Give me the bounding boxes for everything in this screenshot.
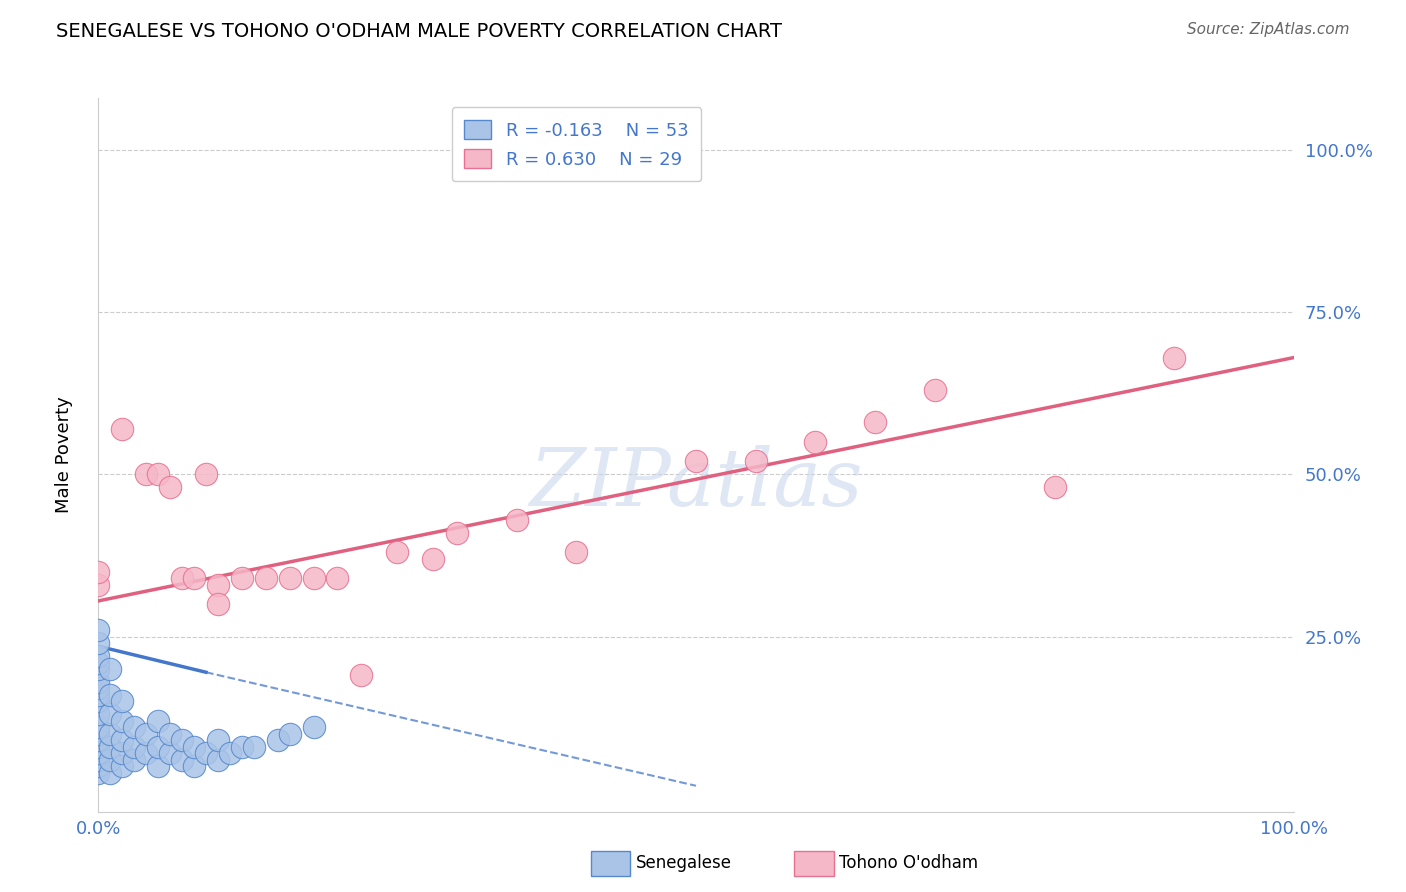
Point bbox=[924, 383, 946, 397]
Point bbox=[87, 681, 110, 696]
Point bbox=[326, 571, 349, 585]
Text: Senegalese: Senegalese bbox=[636, 855, 731, 872]
Point bbox=[124, 753, 146, 767]
Point bbox=[87, 759, 110, 773]
Point bbox=[506, 513, 529, 527]
Point bbox=[111, 759, 134, 773]
Point bbox=[422, 551, 444, 566]
Point bbox=[172, 571, 194, 585]
Point bbox=[98, 688, 122, 702]
Point bbox=[1163, 351, 1185, 365]
Point bbox=[745, 454, 768, 468]
Y-axis label: Male Poverty: Male Poverty bbox=[55, 397, 73, 513]
Point bbox=[111, 422, 134, 436]
Point bbox=[254, 571, 277, 585]
Point bbox=[98, 662, 122, 676]
Legend: R = -0.163    N = 53, R = 0.630    N = 29: R = -0.163 N = 53, R = 0.630 N = 29 bbox=[451, 107, 702, 181]
Point bbox=[111, 694, 134, 708]
Point bbox=[87, 636, 110, 650]
Point bbox=[278, 571, 301, 585]
Point bbox=[804, 434, 827, 449]
Point bbox=[207, 577, 229, 591]
Point bbox=[87, 577, 110, 591]
Point bbox=[183, 739, 205, 754]
Point bbox=[159, 727, 181, 741]
Point bbox=[159, 747, 181, 761]
Point bbox=[135, 747, 157, 761]
Point bbox=[267, 733, 290, 747]
Text: ZIPatlas: ZIPatlas bbox=[529, 445, 863, 522]
Point bbox=[124, 720, 146, 734]
Point bbox=[111, 747, 134, 761]
Point bbox=[159, 480, 181, 494]
Point bbox=[194, 467, 218, 482]
Point bbox=[446, 525, 468, 540]
Point bbox=[87, 747, 110, 761]
Point bbox=[385, 545, 409, 559]
Point bbox=[243, 739, 266, 754]
Point bbox=[207, 597, 229, 611]
Point bbox=[148, 739, 170, 754]
Point bbox=[124, 739, 146, 754]
Point bbox=[863, 416, 887, 430]
Point bbox=[98, 707, 122, 722]
Point bbox=[87, 662, 110, 676]
Point bbox=[685, 454, 707, 468]
Point bbox=[219, 747, 242, 761]
Point bbox=[172, 753, 194, 767]
Text: Source: ZipAtlas.com: Source: ZipAtlas.com bbox=[1187, 22, 1350, 37]
Text: Tohono O'odham: Tohono O'odham bbox=[839, 855, 979, 872]
Point bbox=[278, 727, 301, 741]
Point bbox=[231, 571, 253, 585]
Point bbox=[135, 467, 157, 482]
Point bbox=[98, 727, 122, 741]
Text: SENEGALESE VS TOHONO O'ODHAM MALE POVERTY CORRELATION CHART: SENEGALESE VS TOHONO O'ODHAM MALE POVERT… bbox=[56, 22, 782, 41]
Point bbox=[148, 714, 170, 728]
Point bbox=[87, 656, 110, 670]
Point bbox=[135, 727, 157, 741]
Point bbox=[87, 675, 110, 690]
Point bbox=[87, 688, 110, 702]
Point bbox=[111, 733, 134, 747]
Point bbox=[302, 571, 325, 585]
Point bbox=[87, 720, 110, 734]
Point bbox=[194, 747, 218, 761]
Point bbox=[98, 739, 122, 754]
Point bbox=[1043, 480, 1066, 494]
Point bbox=[148, 759, 170, 773]
Point bbox=[207, 733, 229, 747]
Point bbox=[87, 765, 110, 780]
Point bbox=[87, 707, 110, 722]
Point bbox=[87, 694, 110, 708]
Point bbox=[350, 668, 373, 682]
Point bbox=[565, 545, 588, 559]
Point bbox=[98, 753, 122, 767]
Point bbox=[87, 739, 110, 754]
Point bbox=[148, 467, 170, 482]
Point bbox=[87, 733, 110, 747]
Point bbox=[87, 623, 110, 637]
Point bbox=[87, 727, 110, 741]
Point bbox=[87, 648, 110, 663]
Point bbox=[231, 739, 253, 754]
Point bbox=[183, 571, 205, 585]
Point bbox=[207, 753, 229, 767]
Point bbox=[172, 733, 194, 747]
Point bbox=[98, 765, 122, 780]
Point bbox=[87, 565, 110, 579]
Point bbox=[302, 720, 325, 734]
Point bbox=[111, 714, 134, 728]
Point bbox=[87, 753, 110, 767]
Point bbox=[183, 759, 205, 773]
